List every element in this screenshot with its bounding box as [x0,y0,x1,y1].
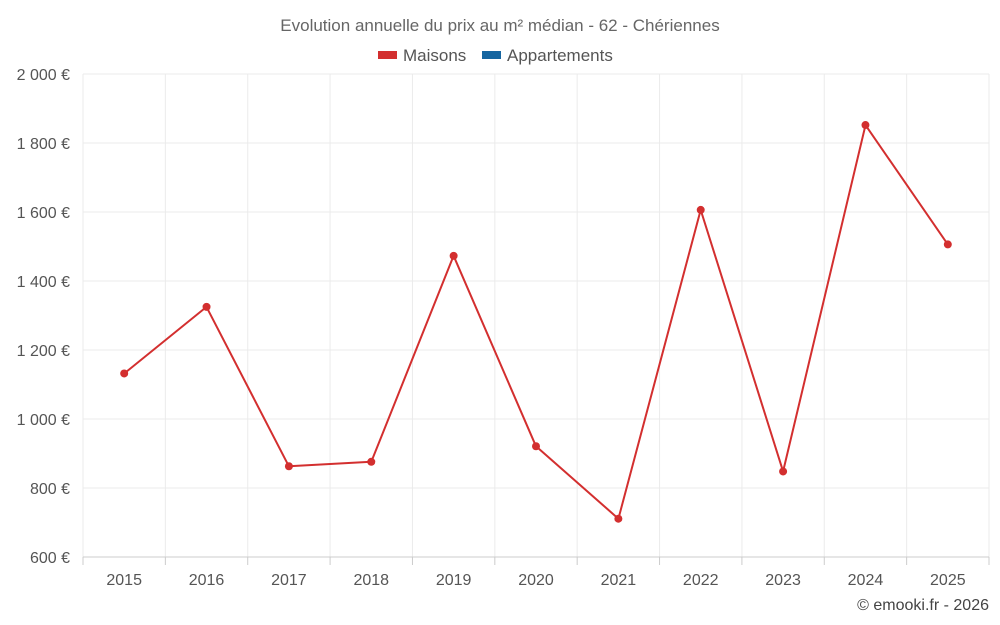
legend-label: Maisons [403,46,466,65]
y-tick-label: 2 000 € [17,67,70,84]
data-point[interactable] [861,121,870,130]
grid [82,73,990,558]
data-point[interactable] [614,514,623,523]
chart-title: Evolution annuelle du prix au m² médian … [280,16,719,35]
x-tick-label: 2024 [848,572,884,589]
data-point[interactable] [943,240,952,249]
y-tick-label: 1 800 € [17,136,70,153]
x-tick-label: 2020 [518,572,554,589]
y-tick-label: 600 € [30,550,70,567]
y-tick-label: 1 000 € [17,412,70,429]
legend-item-appartements[interactable]: Appartements [482,46,613,65]
x-tick-label: 2025 [930,572,966,589]
x-tick-label: 2019 [436,572,472,589]
y-tick-label: 1 600 € [17,205,70,222]
y-tick-label: 800 € [30,481,70,498]
y-tick-label: 1 400 € [17,274,70,291]
data-point[interactable] [120,369,129,378]
x-tick-label: 2021 [601,572,637,589]
x-tick-label: 2018 [353,572,389,589]
data-point[interactable] [696,205,705,214]
legend[interactable]: Maisons Appartements [378,46,613,65]
legend-label: Appartements [507,46,613,65]
legend-item-maisons[interactable]: Maisons [378,46,466,65]
data-point[interactable] [284,462,293,471]
x-tick-label: 2022 [683,572,719,589]
x-tick-label: 2015 [106,572,142,589]
x-tick-label: 2016 [189,572,225,589]
x-tick-label: 2023 [765,572,801,589]
axes: 600 € 800 € 1 000 € 1 200 € 1 400 € 1 600 € 1 … [17,67,990,589]
series-layer [120,121,952,523]
data-point[interactable] [367,457,376,466]
data-point[interactable] [532,442,540,451]
data-point[interactable] [202,302,211,311]
credit-text: © emooki.fr - 2026 [857,597,989,614]
legend-swatch [378,51,397,59]
y-tick-label: 1 200 € [17,343,70,360]
data-point[interactable] [449,251,458,260]
x-tick-label: 2017 [271,572,307,589]
data-point[interactable] [779,467,788,476]
legend-swatch [482,51,501,59]
